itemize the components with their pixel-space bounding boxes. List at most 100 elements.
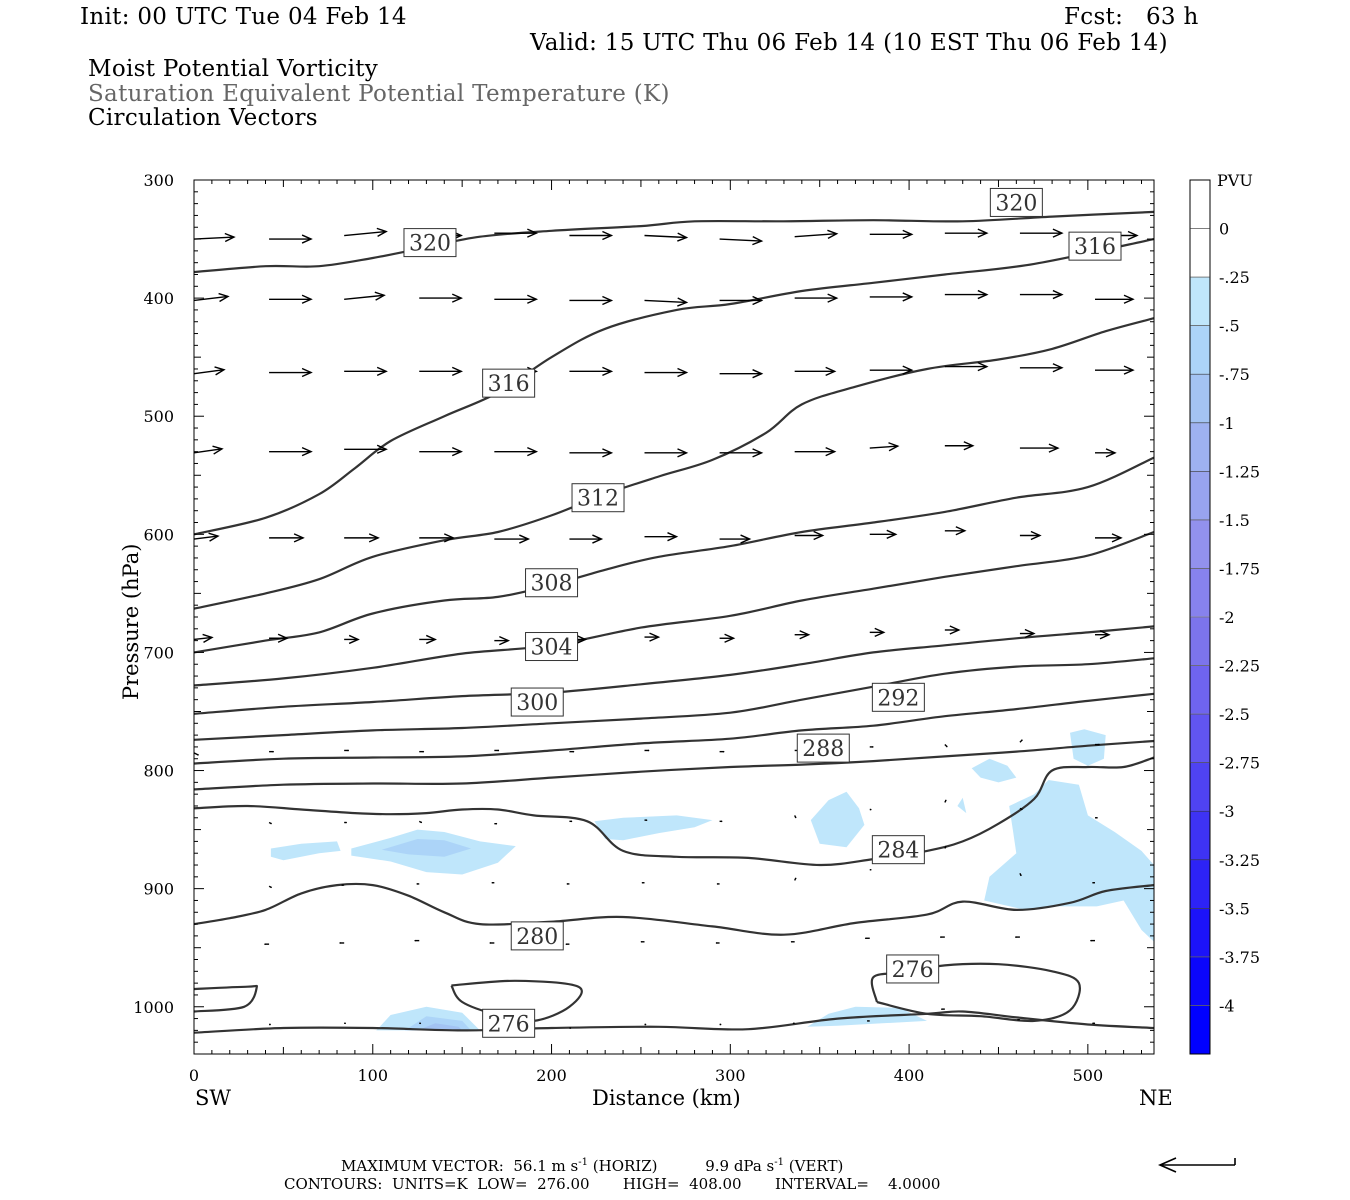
colorbar-label: -3.75 — [1219, 948, 1260, 967]
y-axis-label: Pressure (hPa) — [119, 544, 143, 700]
vector-arrowhead — [491, 881, 494, 884]
theta-e-contour-292 — [193, 692, 1155, 765]
contour-label-text: 312 — [577, 487, 619, 512]
vector-arrowhead — [825, 366, 837, 376]
vector-arrowhead — [1052, 363, 1064, 373]
x-tick-label: 100 — [357, 1066, 388, 1085]
colorbar-swatch — [1189, 276, 1211, 326]
contour-label: 284 — [871, 835, 925, 865]
vector-arrowhead — [592, 534, 604, 544]
vector-arrowhead — [208, 532, 220, 542]
y-tick-label: 1000 — [133, 998, 174, 1017]
colorbar-label: -2.75 — [1219, 754, 1260, 773]
circulation-vector — [794, 232, 837, 238]
vector-arrowhead — [414, 939, 417, 942]
colorbar-label: -1 — [1219, 414, 1235, 433]
vector-arrowhead — [1123, 365, 1135, 375]
contour-label-box — [525, 568, 579, 598]
y-tick-label: 700 — [143, 643, 174, 662]
vector-arrowhead — [946, 745, 948, 748]
contour-label-box — [482, 368, 536, 398]
vector-arrowhead — [339, 942, 341, 944]
sw-endpoint-label: SW — [195, 1086, 231, 1110]
vector-arrowhead — [790, 940, 793, 943]
vector-arrowhead — [902, 365, 914, 375]
ne-endpoint-label: NE — [1139, 1086, 1173, 1110]
contour-label-box — [871, 682, 925, 712]
contour-label: 320 — [403, 228, 457, 258]
vector-arrowhead — [425, 634, 437, 645]
colorbar-label: -1.5 — [1219, 511, 1250, 530]
contour-label-text: 320 — [995, 191, 1037, 216]
colorbar-swatch — [1189, 908, 1211, 958]
x-axis-label: Distance (km) — [592, 1086, 741, 1110]
contour-label-text: 284 — [877, 839, 919, 864]
contour-label-box — [886, 954, 940, 984]
theta-e-contour-308 — [193, 456, 1155, 654]
vector-arrowhead — [644, 1023, 647, 1026]
vector-arrowhead — [902, 292, 914, 302]
contour-label-box — [510, 921, 564, 951]
y-tick-label: 900 — [143, 880, 174, 899]
vector-arrowhead — [902, 229, 914, 239]
circulation-vector — [344, 294, 385, 300]
contour-label-text: 276 — [892, 958, 934, 983]
vector-arrowhead — [570, 820, 573, 823]
pv-region — [1070, 729, 1106, 766]
contour-label-text: 292 — [877, 686, 919, 711]
vector-arrowhead — [677, 448, 689, 458]
vector-arrowhead — [813, 530, 825, 541]
circulation-vector — [869, 445, 898, 449]
theta-e-contour-296 — [193, 657, 1155, 741]
vector-arrowhead — [724, 633, 736, 643]
contours-info: CONTOURS: UNITS=K LOW= 276.00 HIGH= 408.… — [284, 1175, 941, 1193]
vector-arrowhead — [1092, 1022, 1094, 1025]
vector-arrowhead — [977, 228, 989, 238]
vector-arrowhead — [886, 529, 898, 539]
vector-arrowhead — [301, 447, 313, 457]
vector-arrowhead — [420, 821, 423, 824]
colorbar-swatch — [1189, 325, 1211, 375]
theta-e-contour-276 — [193, 984, 259, 1013]
colorbar-swatch — [1189, 810, 1211, 861]
vector-arrowhead — [864, 937, 867, 940]
vector-arrowhead — [489, 942, 492, 944]
vector-arrowhead — [376, 444, 388, 454]
vector-arrowhead — [527, 447, 539, 457]
field-title-vectors: Circulation Vectors — [88, 105, 318, 131]
vector-arrowhead — [667, 532, 679, 542]
theta-e-contour-320 — [193, 210, 1155, 274]
vector-arrowhead — [752, 369, 764, 379]
vector-arrowhead — [376, 366, 388, 376]
vector-arrowhead — [272, 750, 274, 753]
contour-label-text: 300 — [516, 691, 558, 716]
vector-arrowhead — [649, 632, 661, 642]
max-vector-line: MAXIMUM VECTOR: 56.1 m s-1 (HORIZ) 9.9 d… — [341, 1157, 844, 1175]
theta-e-contour-316 — [193, 238, 1155, 536]
pv-region — [810, 791, 865, 848]
theta-e-contour-layer — [193, 210, 1155, 1034]
colorbar-swatch — [1189, 471, 1211, 521]
x-tick-label: 200 — [536, 1066, 567, 1085]
circulation-vector — [193, 448, 223, 454]
contour-label-layer: 320 320 316 316 312 308 304 300 292 288 284 280 276 2… — [403, 187, 1122, 1038]
pv-region — [971, 758, 1017, 783]
vector-arrowhead — [348, 634, 360, 645]
x-tick-label: 400 — [894, 1066, 925, 1085]
contour-label-text: 276 — [488, 1012, 530, 1037]
contour-label-box — [1068, 231, 1122, 261]
pv-region — [984, 780, 1154, 942]
contour-label: 308 — [525, 568, 579, 598]
colorbar-swatch — [1189, 713, 1211, 763]
vector-arrowhead — [1020, 874, 1022, 877]
theta-e-contour-284 — [193, 756, 1155, 867]
contour-label: 276 — [482, 1008, 536, 1038]
pv-region — [594, 815, 713, 841]
vector-arrowhead — [212, 445, 224, 455]
contour-label-text: 316 — [488, 372, 530, 397]
vector-arrowhead — [1021, 739, 1023, 741]
contour-label-box — [871, 835, 925, 865]
vector-arrowhead — [1123, 294, 1135, 304]
vector-arrowhead — [792, 1022, 795, 1025]
contour-label-box — [796, 733, 850, 763]
